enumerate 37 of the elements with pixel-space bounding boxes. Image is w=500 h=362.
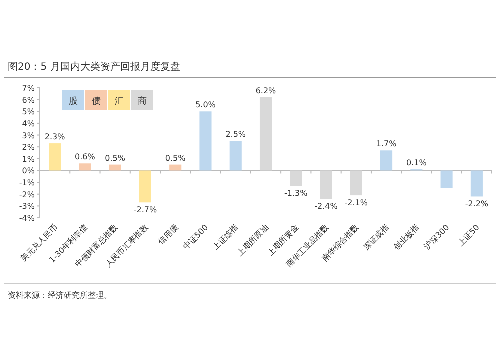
text: 2.3% — [44, 132, 66, 142]
text: -2.7% — [134, 206, 158, 215]
text: -2.4% — [314, 202, 338, 212]
text: 1.7% — [376, 140, 397, 149]
y-tick-label: 3% — [22, 131, 36, 140]
y-tick-label: 2% — [22, 143, 36, 152]
text: 5.0% — [196, 100, 216, 110]
x-tick-label: 创业板指 — [392, 223, 422, 252]
text: 0.5% — [105, 154, 126, 163]
chart-title: 图20：5 月国内大类资产回报月度复盘 — [8, 61, 180, 73]
text: 0.1% — [406, 158, 427, 168]
y-tick-label: -3% — [19, 202, 36, 212]
text: 资料来源：经济研究所整理。 — [8, 291, 112, 300]
x-tick-label: 上证综指 — [211, 223, 240, 252]
text: -2.1% — [344, 198, 368, 208]
text: 0.6% — [75, 152, 96, 162]
y-tick-label: 7% — [22, 84, 36, 93]
text: 商 — [138, 97, 147, 107]
text: 6.2% — [256, 86, 276, 96]
text: 0.5% — [165, 154, 186, 163]
y-tick-label: 0% — [22, 166, 36, 176]
y-tick-label: 6% — [22, 96, 36, 105]
y-tick-label: 4% — [22, 119, 36, 128]
x-tick-label: 上证50 — [456, 223, 482, 248]
text: 股 — [69, 97, 78, 107]
y-tick-label: 1% — [22, 154, 36, 164]
y-tick-label: -2% — [19, 190, 36, 200]
y-tick-label: 5% — [22, 108, 36, 117]
y-tick-label: -4% — [19, 214, 36, 223]
x-tick-label: 深证成指 — [362, 223, 391, 252]
y-tick-label: -1% — [19, 178, 36, 188]
x-tick-label: 信用债 — [156, 223, 180, 246]
text: 2.5% — [226, 130, 246, 140]
text: -2.2% — [465, 200, 489, 209]
text: -1.3% — [284, 189, 308, 198]
text: 汇 — [115, 97, 124, 107]
text: 债 — [92, 97, 101, 107]
